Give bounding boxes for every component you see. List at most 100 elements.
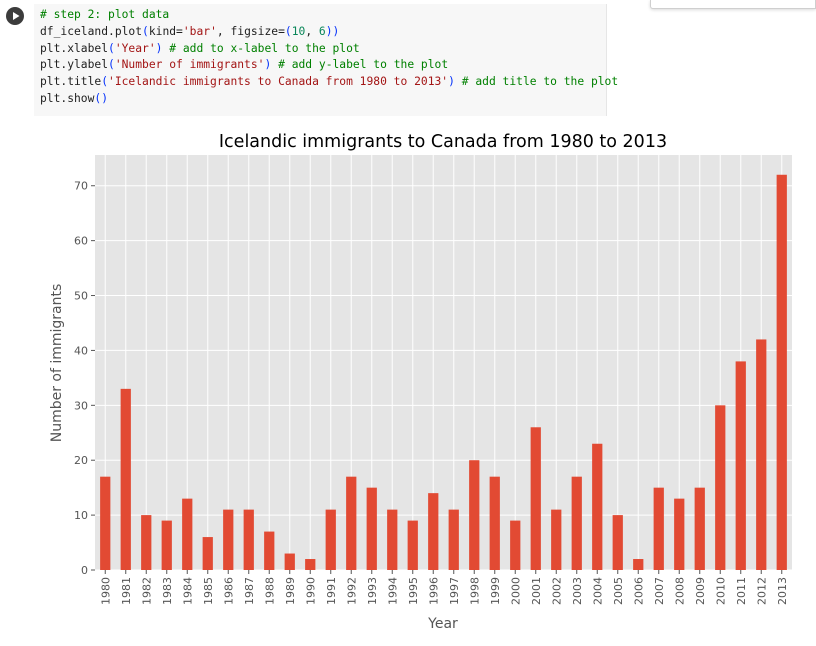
bar	[448, 509, 459, 570]
bar	[223, 509, 234, 570]
code-token: plt.show	[40, 91, 95, 105]
bar	[366, 487, 377, 570]
code-token: 'Number of immigrants'	[114, 58, 265, 72]
x-tick-label: 1980	[99, 577, 112, 605]
x-tick-label: 1994	[386, 577, 399, 605]
code-token: # step 2: plot data	[40, 8, 170, 21]
bar	[653, 487, 664, 570]
code-token: plt.xlabel	[40, 41, 109, 55]
code-token: 'Icelandic immigrants to Canada from 198…	[108, 75, 449, 89]
y-axis-label: Number of immigrants	[49, 284, 65, 443]
x-tick-label: 1993	[366, 577, 379, 605]
x-tick-label: 1995	[407, 577, 420, 605]
bar	[243, 509, 254, 570]
bar	[592, 443, 603, 570]
bar	[161, 520, 172, 570]
x-tick-label: 2007	[653, 577, 666, 605]
x-tick-label: 2013	[776, 577, 789, 605]
bar	[387, 509, 398, 570]
code-line: plt.title('Icelandic immigrants to Canad…	[40, 74, 618, 91]
y-tick-label: 20	[74, 454, 88, 467]
x-tick-label: 2002	[550, 577, 563, 605]
code-token: )	[448, 75, 455, 89]
code-line: df_iceland.plot(kind='bar', figsize=(10,…	[40, 24, 618, 41]
bar	[612, 515, 623, 570]
code-token: , figsize=	[216, 24, 285, 38]
x-tick-label: 1986	[222, 577, 235, 605]
bar	[489, 476, 500, 570]
code-token: (	[108, 41, 115, 55]
code-token: # add y-label to the plot	[278, 58, 449, 72]
x-tick-label: 2010	[714, 577, 727, 605]
x-tick-label: 1990	[304, 577, 317, 605]
x-tick-label: 1996	[427, 577, 440, 605]
cell-output: Icelandic immigrants to Canada from 1980…	[0, 118, 816, 646]
code-token: (	[101, 75, 109, 89]
bar	[407, 520, 418, 570]
run-cell-button[interactable]	[6, 7, 24, 25]
bar	[469, 460, 480, 570]
bar	[551, 509, 562, 570]
code-token: df_iceland.plot	[40, 24, 143, 38]
bar	[674, 498, 685, 570]
code-token: 6	[318, 24, 326, 38]
bar	[202, 537, 213, 570]
code-line: plt.show()	[40, 91, 618, 108]
y-tick-label: 70	[74, 180, 88, 193]
x-tick-label: 2001	[530, 577, 543, 605]
code-token: plt.ylabel	[40, 58, 109, 72]
code-text: # step 2: plot data df_iceland.plot(kind=…	[40, 7, 618, 108]
bar	[305, 559, 316, 570]
bar	[715, 405, 726, 570]
bar	[756, 339, 767, 570]
x-tick-label: 2006	[632, 577, 645, 605]
bars	[100, 174, 787, 570]
x-tick-label: 2003	[571, 577, 584, 605]
x-tick-label: 2009	[694, 577, 707, 605]
chart-title: Icelandic immigrants to Canada from 1980…	[219, 132, 667, 152]
bar	[530, 427, 541, 570]
x-tick-label: 2000	[509, 577, 522, 605]
code-token: ,	[305, 24, 319, 38]
x-tick-label: 1992	[345, 577, 358, 605]
x-tick-label: 1981	[120, 577, 133, 605]
code-token: 10	[291, 24, 306, 38]
x-tick-label: 1999	[489, 577, 502, 605]
bar-chart: Icelandic immigrants to Canada from 1980…	[49, 132, 792, 632]
code-token: kind=	[148, 24, 183, 38]
x-tick-label: 1983	[161, 577, 174, 605]
bar	[571, 476, 582, 570]
bar	[694, 487, 705, 570]
code-token: # add title to the plot	[461, 75, 619, 89]
y-tick-label: 60	[74, 235, 88, 248]
y-tick-label: 10	[74, 509, 88, 522]
x-tick-label: 2005	[612, 577, 625, 605]
bar	[120, 388, 131, 570]
code-token: ()	[94, 91, 109, 105]
x-tick-label: 1984	[181, 577, 194, 605]
x-tick-label: 2008	[673, 577, 686, 605]
play-icon	[13, 12, 20, 20]
bar	[264, 531, 275, 570]
bar	[284, 553, 295, 570]
x-tick-label: 1991	[325, 577, 338, 605]
bar	[735, 361, 746, 570]
code-cell: # step 2: plot data df_iceland.plot(kind=…	[0, 0, 816, 118]
x-tick-label: 1987	[243, 577, 256, 605]
bar	[141, 515, 152, 570]
code-token: (	[142, 24, 149, 38]
bar	[182, 498, 193, 570]
bar	[428, 493, 439, 570]
bar	[325, 509, 336, 570]
code-token: 'Year'	[114, 41, 156, 55]
x-tick-label: 1989	[284, 577, 297, 605]
code-token: ))	[325, 24, 340, 38]
code-editor[interactable]: # step 2: plot data df_iceland.plot(kind=…	[34, 4, 618, 116]
y-axis-ticks: 0 10 20 30 40 50 60 70	[74, 180, 95, 577]
plot-area	[95, 155, 792, 570]
code-token: )	[264, 58, 272, 72]
x-tick-label: 2012	[755, 577, 768, 605]
code-line: plt.ylabel('Number of immigrants') # add…	[40, 57, 618, 74]
x-tick-label: 1998	[468, 577, 481, 605]
x-tick-label: 2004	[591, 577, 604, 605]
